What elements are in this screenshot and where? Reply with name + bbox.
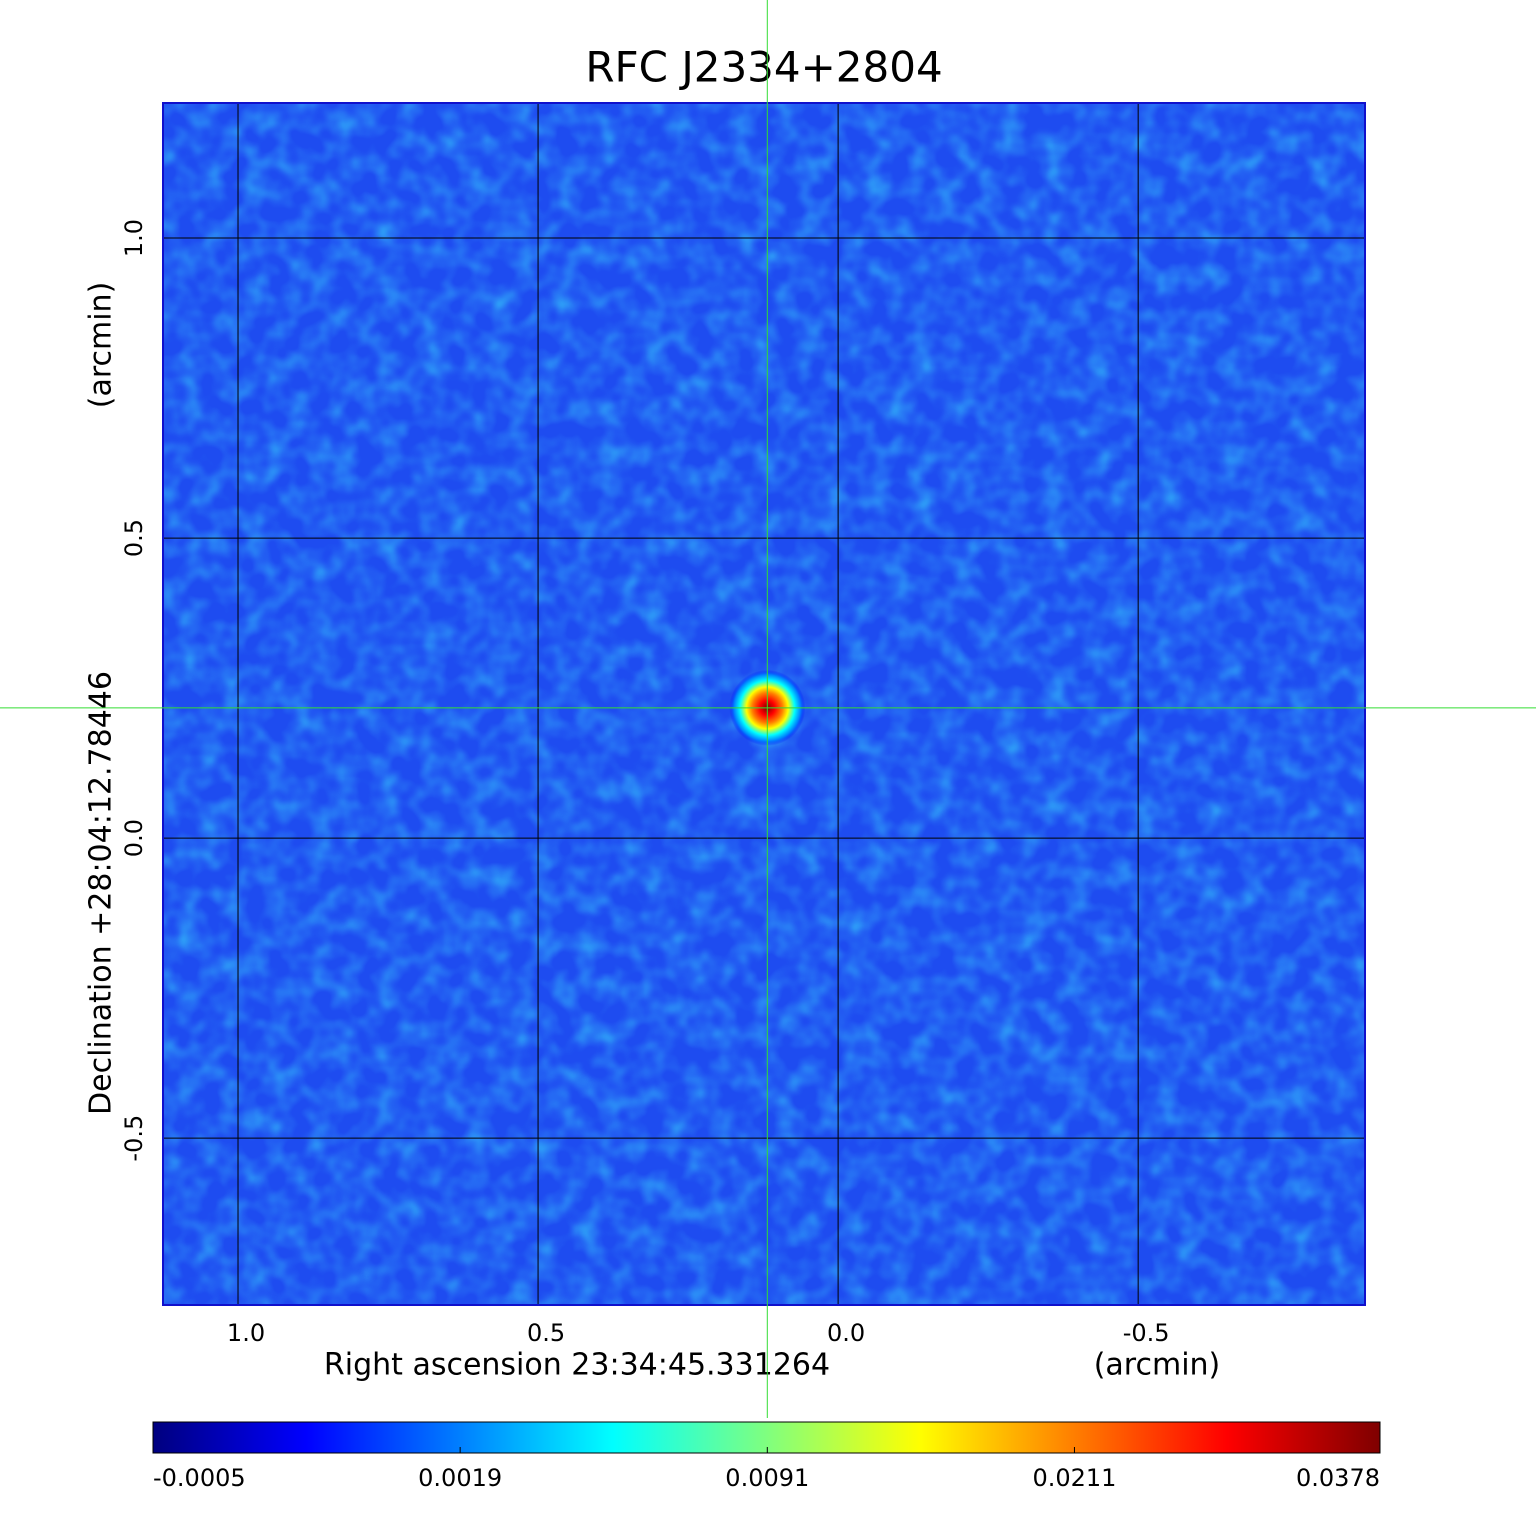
colorbar-tick-label: 0.0378 <box>1296 1464 1380 1492</box>
x-axis-unit: (arcmin) <box>1094 1348 1221 1383</box>
colorbar <box>152 1421 1381 1454</box>
y-tick-label: -0.5 <box>120 1115 148 1162</box>
y-tick-label: 0.0 <box>120 819 148 857</box>
x-axis-label: Right ascension 23:34:45.331264 <box>324 1348 830 1383</box>
colorbar-tick-label: 0.0091 <box>725 1464 809 1492</box>
y-axis-unit: (arcmin) <box>84 282 119 409</box>
chart-title: RFC J2334+2804 <box>585 43 942 92</box>
colorbar-tick-label: 0.0019 <box>418 1464 502 1492</box>
x-tick-label: 1.0 <box>227 1319 265 1347</box>
y-axis-label: Declination +28:04:12.78446 <box>84 671 119 1115</box>
y-tick-label: 1.0 <box>120 219 148 257</box>
colorbar-tick-label: 0.0211 <box>1032 1464 1116 1492</box>
colorbar-tick-label: -0.0005 <box>153 1464 246 1492</box>
plot-frame <box>162 102 1366 1306</box>
x-tick-label: 0.5 <box>527 1319 565 1347</box>
y-tick-label: 0.5 <box>120 519 148 557</box>
x-tick-label: 0.0 <box>827 1319 865 1347</box>
x-tick-label: -0.5 <box>1123 1319 1170 1347</box>
